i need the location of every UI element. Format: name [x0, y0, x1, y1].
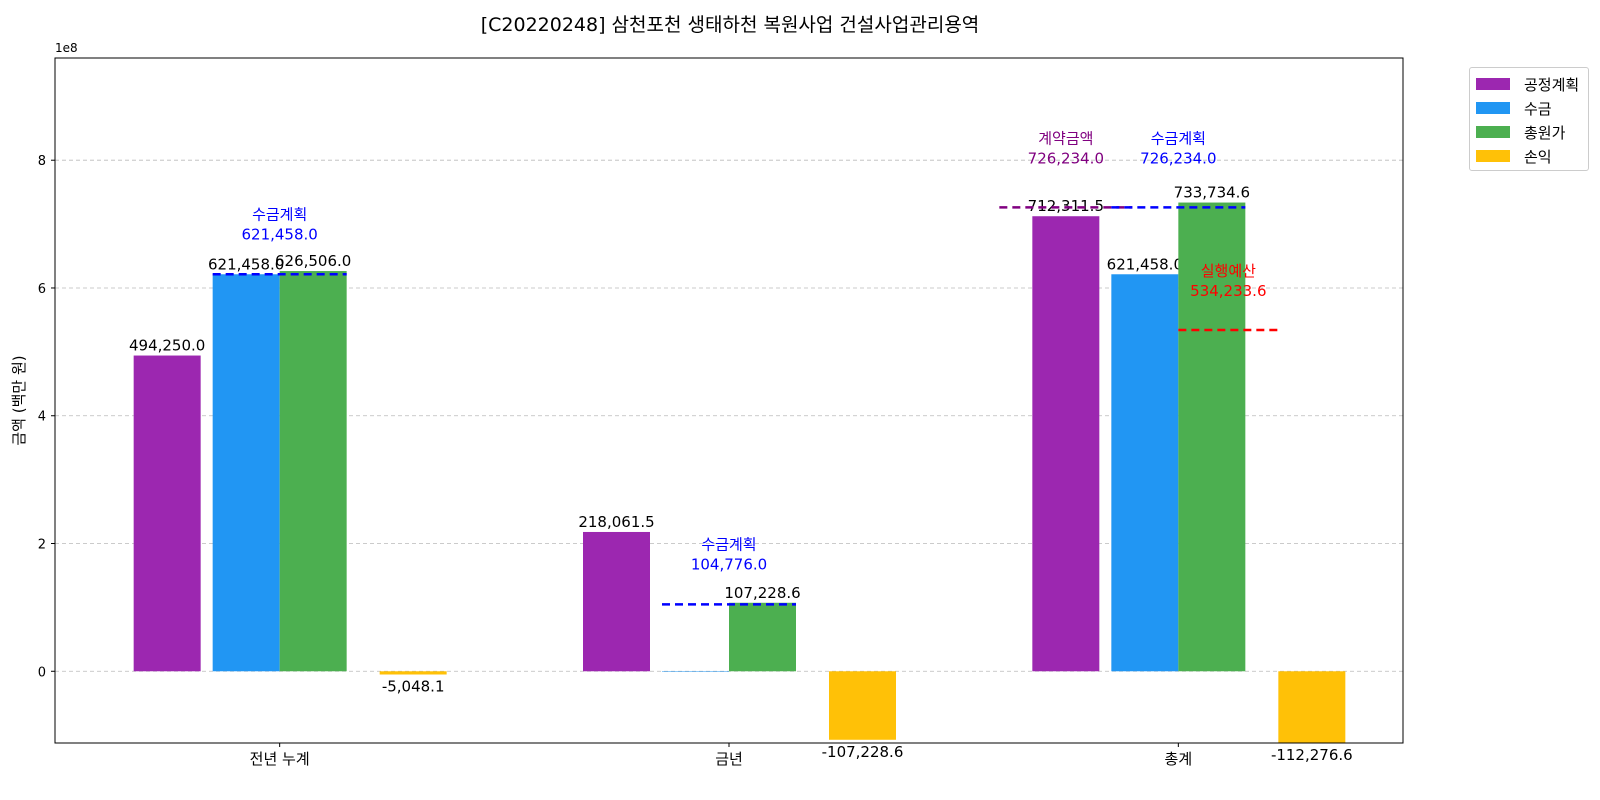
data-label: -112,276.6: [1271, 746, 1353, 764]
y-tick-label: 8: [38, 154, 46, 169]
legend-item: 공정계획: [1476, 72, 1582, 96]
x-tick-label: 금년: [715, 750, 743, 768]
y-tick-label: 4: [38, 410, 46, 425]
legend: 공정계획 수금 총원가 손익: [1469, 67, 1589, 171]
reference-value: 534,233.6: [1190, 282, 1266, 300]
data-label: 621,458.0: [1107, 255, 1183, 273]
legend-swatch-1: [1476, 102, 1510, 114]
legend-item: 총원가: [1476, 120, 1582, 144]
y-axis-label: 금액 (백만 원): [10, 355, 28, 445]
legend-label: 손익: [1524, 146, 1552, 167]
reference-value: 621,458.0: [241, 225, 317, 243]
reference-label: 실행예산: [1201, 262, 1256, 280]
data-label: 218,061.5: [578, 513, 654, 531]
reference-value: 726,234.0: [1028, 149, 1104, 167]
data-label: 733,734.6: [1174, 184, 1250, 202]
legend-swatch-3: [1476, 150, 1510, 162]
reference-value: 104,776.0: [691, 555, 767, 573]
bar: [134, 356, 201, 672]
reference-label: 수금계획: [701, 535, 756, 553]
x-tick-label: 전년 누계: [250, 750, 310, 768]
data-label: 626,506.0: [275, 252, 351, 270]
data-label: -5,048.1: [382, 677, 445, 695]
bar: [380, 671, 447, 674]
data-label: -107,228.6: [822, 743, 904, 761]
legend-item: 손익: [1476, 144, 1582, 168]
y-tick-label: 6: [38, 282, 46, 297]
bar: [662, 671, 729, 672]
bar: [1032, 216, 1099, 671]
y-tick-label: 2: [38, 538, 46, 553]
legend-label: 총원가: [1524, 122, 1565, 143]
legend-label: 공정계획: [1524, 74, 1579, 95]
bar: [829, 671, 896, 740]
legend-swatch-2: [1476, 126, 1510, 138]
bar: [213, 274, 280, 671]
data-label: 494,250.0: [129, 337, 205, 355]
bar: [729, 603, 796, 672]
legend-label: 수금: [1524, 98, 1552, 119]
data-label: 621,458.0: [208, 255, 284, 273]
y-tick-label: 0: [38, 665, 46, 680]
bar: [583, 532, 650, 671]
legend-item: 수금: [1476, 96, 1582, 120]
x-tick-label: 총계: [1165, 750, 1193, 768]
legend-swatch-0: [1476, 78, 1510, 90]
bar: [1111, 274, 1178, 671]
reference-value: 726,234.0: [1140, 149, 1216, 167]
reference-label: 계약금액: [1038, 129, 1093, 147]
bar: [280, 271, 347, 671]
reference-label: 수금계획: [252, 205, 307, 223]
reference-label: 수금계획: [1151, 129, 1206, 147]
bar: [1278, 671, 1345, 743]
data-label: 107,228.6: [724, 584, 800, 602]
y-offset-label: 1e8: [55, 41, 78, 55]
